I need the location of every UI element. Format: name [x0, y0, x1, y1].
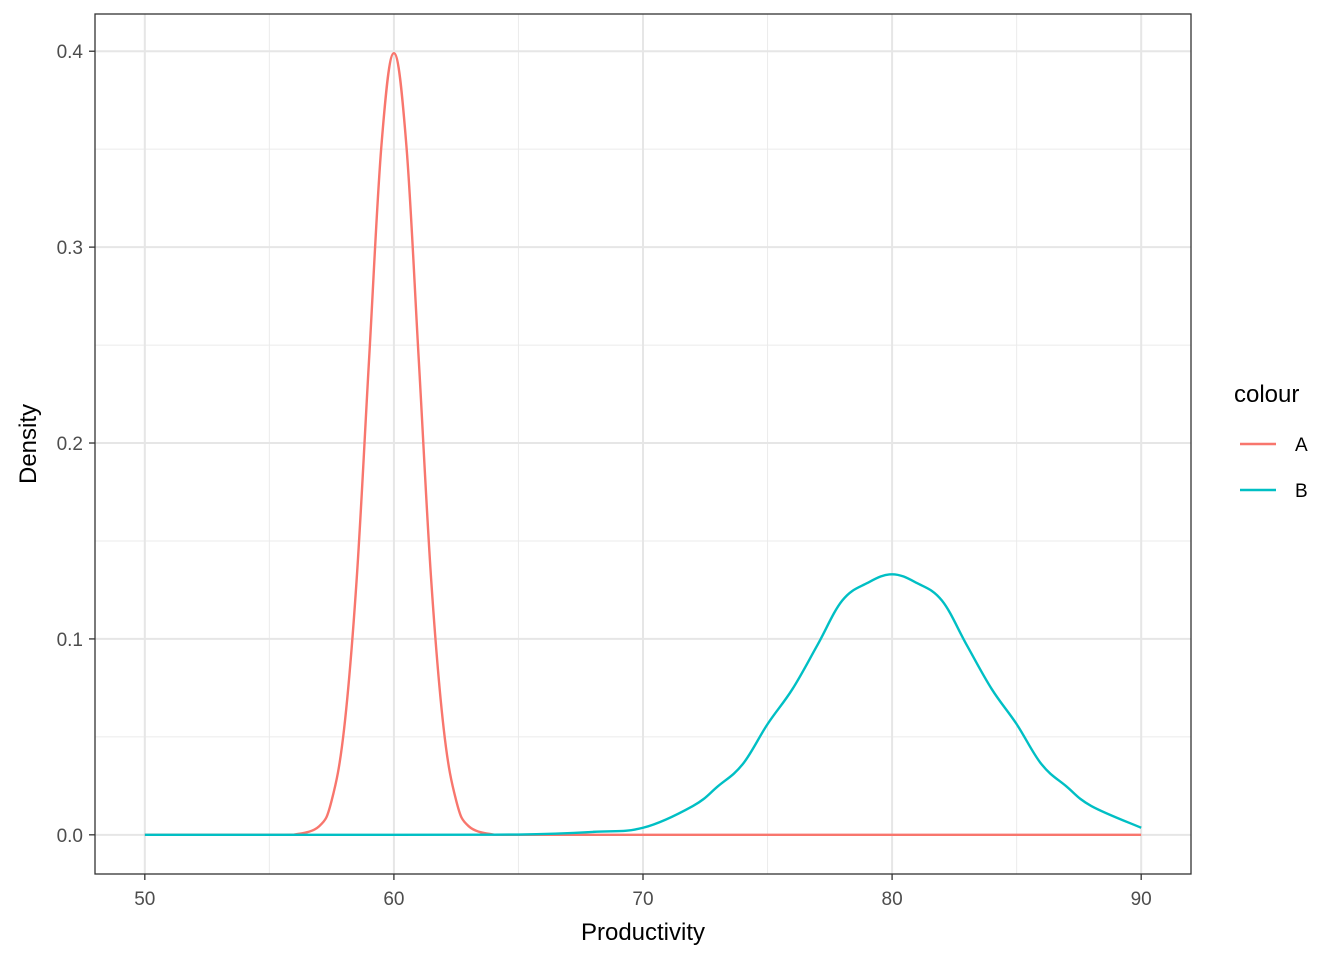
legend-title: colour: [1234, 381, 1299, 408]
legend-item-a: A: [1240, 435, 1308, 456]
y-tick-label: 0.1: [57, 630, 83, 651]
x-tick-label: 50: [134, 889, 155, 910]
y-tick-label: 0.4: [57, 42, 84, 63]
x-tick-label: 80: [882, 889, 903, 910]
y-tick-label: 0.0: [57, 826, 83, 847]
legend-label-a: A: [1295, 435, 1308, 456]
x-tick-label: 60: [383, 889, 404, 910]
series-line-a: [144, 51, 1142, 837]
y-axis: 0.0 0.1 0.2 0.3 0.4: [57, 42, 95, 847]
series-layer: [144, 51, 1142, 837]
y-axis-title: Density: [15, 404, 42, 484]
x-tick-label: 90: [1131, 889, 1152, 910]
y-tick-label: 0.2: [57, 434, 83, 455]
x-axis-title: Productivity: [581, 919, 705, 946]
x-axis: 50 60 70 80 90: [134, 874, 1152, 910]
legend-label-b: B: [1295, 481, 1308, 502]
x-tick-label: 70: [632, 889, 653, 910]
legend-item-b: B: [1240, 481, 1308, 502]
y-tick-label: 0.3: [57, 238, 83, 259]
legend: colour A B: [1234, 381, 1308, 502]
series-line-b: [144, 573, 1142, 837]
